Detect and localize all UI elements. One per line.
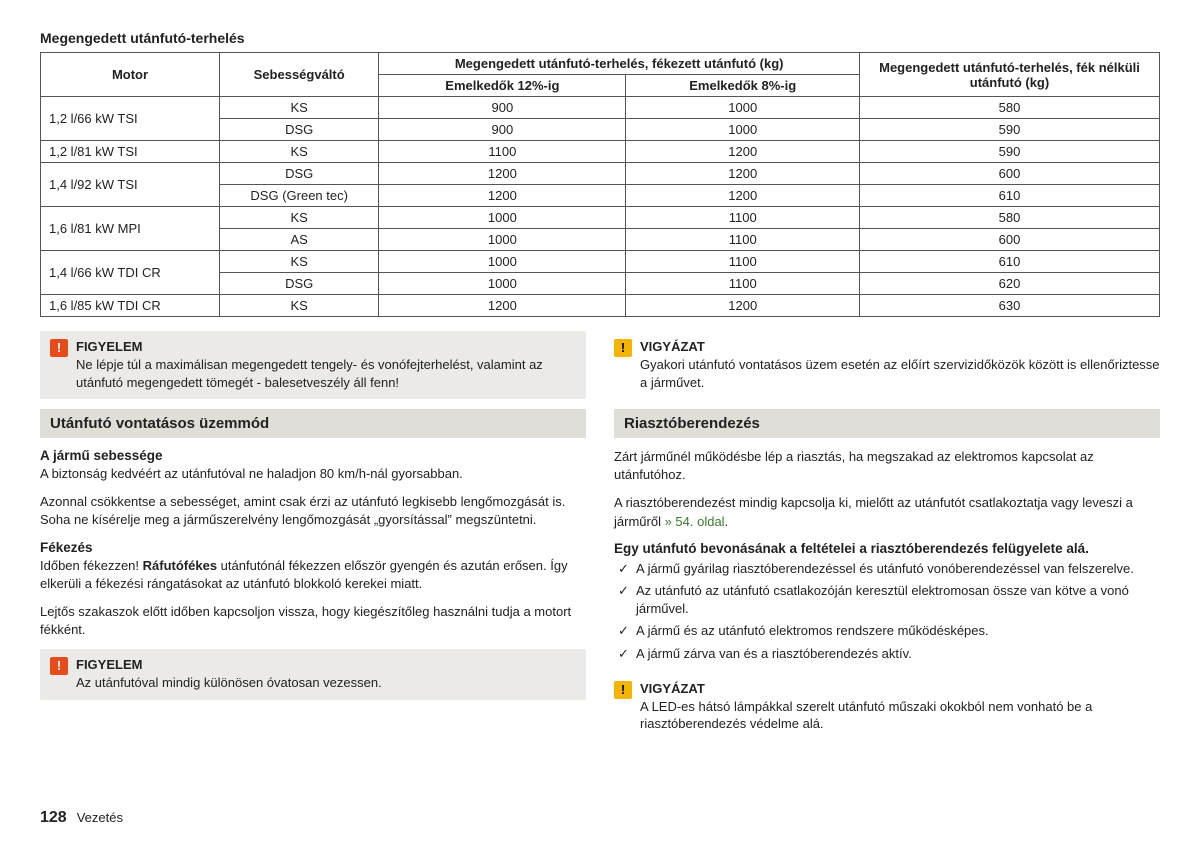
motor-cell: 1,4 l/92 kW TSI: [41, 163, 220, 207]
alert-caution-1: ! VIGYÁZAT Gyakori utánfutó vontatásos ü…: [614, 331, 1160, 399]
list-item: A jármű gyárilag riasztóberendezéssel és…: [614, 560, 1160, 578]
data-cell: 1100: [626, 251, 860, 273]
para: A biztonság kedvéért az utánfutóval ne h…: [40, 465, 586, 483]
data-cell: 1200: [626, 163, 860, 185]
alert-title: VIGYÁZAT: [640, 681, 1160, 696]
col-8: Emelkedők 8%-ig: [626, 75, 860, 97]
alert-body: Gyakori utánfutó vontatásos üzem esetén …: [640, 356, 1160, 391]
col-gear: Sebességváltó: [220, 53, 379, 97]
data-cell: 1100: [626, 207, 860, 229]
data-cell: KS: [220, 207, 379, 229]
data-cell: KS: [220, 295, 379, 317]
data-cell: 1100: [626, 273, 860, 295]
right-column: ! VIGYÁZAT Gyakori utánfutó vontatásos ü…: [614, 331, 1160, 751]
data-cell: KS: [220, 97, 379, 119]
data-cell: 1000: [379, 251, 626, 273]
table-row: 1,2 l/66 kW TSIKS9001000580: [41, 97, 1160, 119]
data-cell: 590: [860, 119, 1160, 141]
warning-icon: !: [50, 339, 68, 357]
caution-icon: !: [614, 339, 632, 357]
col-unbraked: Megengedett utánfutó-terhelés, fék nélkü…: [860, 53, 1160, 97]
data-cell: 620: [860, 273, 1160, 295]
alert-body: Az utánfutóval mindig különösen óvatosan…: [76, 674, 382, 692]
para: Lejtős szakaszok előtt időben kapcsoljon…: [40, 603, 586, 639]
data-cell: DSG: [220, 163, 379, 185]
data-cell: 610: [860, 185, 1160, 207]
para: Időben fékezzen! Ráfutófékes utánfutónál…: [40, 557, 586, 593]
data-cell: DSG: [220, 273, 379, 295]
section-heading: Riasztóberendezés: [614, 409, 1160, 438]
warning-icon: !: [50, 657, 68, 675]
data-cell: 1200: [626, 295, 860, 317]
alert-caution-2: ! VIGYÁZAT A LED-es hátsó lámpákkal szer…: [614, 673, 1160, 741]
data-cell: 1200: [626, 185, 860, 207]
data-cell: 630: [860, 295, 1160, 317]
table-row: 1,4 l/66 kW TDI CRKS10001100610: [41, 251, 1160, 273]
table-title: Megengedett utánfutó-terhelés: [40, 30, 1160, 46]
table-row: 1,6 l/81 kW MPIKS10001100580: [41, 207, 1160, 229]
alert-body: Ne lépje túl a maximálisan megengedett t…: [76, 356, 576, 391]
alert-body: A LED-es hátsó lámpákkal szerelt utánfut…: [640, 698, 1160, 733]
para: A riasztóberendezést mindig kapcsolja ki…: [614, 494, 1160, 530]
left-column: ! FIGYELEM Ne lépje túl a maximálisan me…: [40, 331, 586, 751]
data-cell: 900: [379, 119, 626, 141]
sub-conditions: Egy utánfutó bevonásának a feltételei a …: [614, 541, 1160, 556]
col-motor: Motor: [41, 53, 220, 97]
list-item: Az utánfutó az utánfutó csatlakozóján ke…: [614, 582, 1160, 618]
motor-cell: 1,4 l/66 kW TDI CR: [41, 251, 220, 295]
data-cell: 1000: [626, 97, 860, 119]
list-item: A jármű és az utánfutó elektromos rendsz…: [614, 622, 1160, 640]
motor-cell: 1,6 l/81 kW MPI: [41, 207, 220, 251]
data-cell: 580: [860, 207, 1160, 229]
data-cell: 600: [860, 229, 1160, 251]
motor-cell: 1,6 l/85 kW TDI CR: [41, 295, 220, 317]
data-cell: KS: [220, 141, 379, 163]
alert-title: FIGYELEM: [76, 657, 382, 672]
data-cell: 1100: [626, 229, 860, 251]
col-braked: Megengedett utánfutó-terhelés, fékezett …: [379, 53, 860, 75]
para: Zárt járműnél működésbe lép a riasztás, …: [614, 448, 1160, 484]
section-heading: Utánfutó vontatásos üzemmód: [40, 409, 586, 438]
trailer-load-table: Motor Sebességváltó Megengedett utánfutó…: [40, 52, 1160, 317]
data-cell: 1000: [379, 229, 626, 251]
data-cell: 580: [860, 97, 1160, 119]
para: Azonnal csökkentse a sebességet, amint c…: [40, 493, 586, 529]
alert-title: FIGYELEM: [76, 339, 576, 354]
data-cell: 1200: [379, 163, 626, 185]
data-cell: 600: [860, 163, 1160, 185]
data-cell: 1000: [379, 207, 626, 229]
data-cell: 1200: [379, 185, 626, 207]
data-cell: 1100: [379, 141, 626, 163]
data-cell: DSG: [220, 119, 379, 141]
data-cell: AS: [220, 229, 379, 251]
data-cell: 1000: [626, 119, 860, 141]
caution-icon: !: [614, 681, 632, 699]
alert-warning-1: ! FIGYELEM Ne lépje túl a maximálisan me…: [40, 331, 586, 399]
sub-braking: Fékezés: [40, 540, 586, 555]
data-cell: 1200: [379, 295, 626, 317]
col-12: Emelkedők 12%-ig: [379, 75, 626, 97]
alert-title: VIGYÁZAT: [640, 339, 1160, 354]
motor-cell: 1,2 l/66 kW TSI: [41, 97, 220, 141]
motor-cell: 1,2 l/81 kW TSI: [41, 141, 220, 163]
page-link[interactable]: » 54. oldal: [665, 514, 725, 529]
data-cell: 1200: [626, 141, 860, 163]
table-row: 1,6 l/85 kW TDI CRKS12001200630: [41, 295, 1160, 317]
table-row: 1,4 l/92 kW TSIDSG12001200600: [41, 163, 1160, 185]
table-row: 1,2 l/81 kW TSIKS11001200590: [41, 141, 1160, 163]
data-cell: 900: [379, 97, 626, 119]
data-cell: 1000: [379, 273, 626, 295]
data-cell: DSG (Green tec): [220, 185, 379, 207]
data-cell: KS: [220, 251, 379, 273]
page-footer: 128Vezetés: [40, 809, 123, 827]
data-cell: 590: [860, 141, 1160, 163]
sub-speed: A jármű sebessége: [40, 448, 586, 463]
list-item: A jármű zárva van és a riasztóberendezés…: [614, 645, 1160, 663]
alert-warning-2: ! FIGYELEM Az utánfutóval mindig különös…: [40, 649, 586, 700]
checklist: A jármű gyárilag riasztóberendezéssel és…: [614, 560, 1160, 663]
data-cell: 610: [860, 251, 1160, 273]
